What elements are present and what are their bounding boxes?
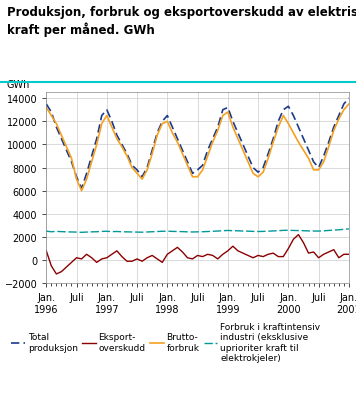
Text: Produksjon, forbruk og eksportoverskudd av elektrisk
kraft per måned. GWh: Produksjon, forbruk og eksportoverskudd … xyxy=(7,6,356,37)
Legend: Total
produksjon, Eksport-
overskudd, Brutto-
forbruk, Forbruk i kraftintensiv
i: Total produksjon, Eksport- overskudd, Br… xyxy=(11,322,320,362)
Text: GWh: GWh xyxy=(7,79,30,90)
